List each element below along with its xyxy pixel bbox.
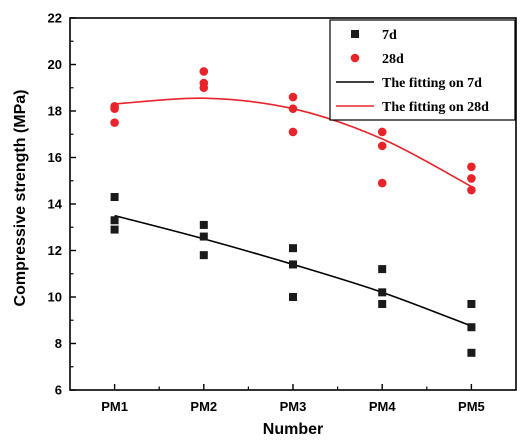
y-tick-label: 14 [48,197,63,212]
data-point-28d [467,185,476,195]
data-point-7d [378,265,387,274]
data-point-7d [467,323,476,332]
legend-item: 7d [351,28,397,43]
data-point-28d [467,162,476,172]
legend-label: The fitting on 7d [382,76,482,91]
x-tick-label: PM2 [190,399,217,414]
data-point-7d [467,348,476,357]
legend-item: The fitting on 7d [336,76,482,91]
data-point-7d [378,288,387,297]
data-point-7d [199,220,208,229]
data-point-28d [199,67,209,76]
y-tick-label: 6 [55,383,62,398]
data-point-7d [110,225,119,234]
y-tick-label: 20 [48,57,62,72]
data-point-7d [110,193,119,202]
data-point-7d [110,216,119,225]
data-point-28d [288,104,298,113]
axes: 6 8 10 12 14 16 18 20 22 PM1 PM2 PM3 PM4 PM5 [48,11,485,415]
legend-marker-circle [350,53,360,63]
x-tick-label: PM1 [101,399,128,414]
legend-label: The fitting on 28d [382,100,489,115]
legend-marker-square [351,30,359,38]
x-axis-title: Number [263,421,323,438]
y-tick-label: 22 [48,11,62,26]
y-axis-title: Compressive strength (MPa) [12,90,29,307]
data-point-28d [377,178,387,188]
y-tick-label: 18 [48,104,62,119]
data-point-28d [199,83,209,93]
y-tick-label: 8 [55,336,62,351]
legend-box [329,19,516,121]
data-point-28d [110,104,119,113]
data-point-7d [467,299,476,308]
data-point-28d [288,127,298,137]
data-point-7d [289,293,297,301]
plot-area [110,67,476,357]
legend-label: 7d [382,28,397,43]
data-point-7d [199,232,208,241]
legend-label: 28d [382,52,404,67]
y-tick-label: 10 [48,290,62,305]
data-point-28d [377,141,387,151]
legend: 7d 28d The fitting on 7d The fitting on 28d [329,19,516,121]
data-point-28d [288,92,298,102]
legend-item: 28d [350,52,404,67]
data-point-7d [199,251,208,260]
data-point-7d [378,299,387,308]
legend-items: 7d 28d The fitting on 7d The fitting on 28d [336,28,489,115]
x-tick-label: PM3 [280,399,307,414]
legend-item: The fitting on 28d [336,100,489,115]
data-point-7d [289,244,297,253]
data-point-28d [377,127,387,137]
x-tick-label: PM4 [369,399,397,414]
y-tick-label: 16 [48,150,62,165]
data-point-7d [289,260,297,269]
x-tick-label: PM5 [458,399,485,414]
y-tick-label: 12 [48,243,62,258]
data-point-28d [467,174,476,183]
data-point-28d [110,118,119,127]
